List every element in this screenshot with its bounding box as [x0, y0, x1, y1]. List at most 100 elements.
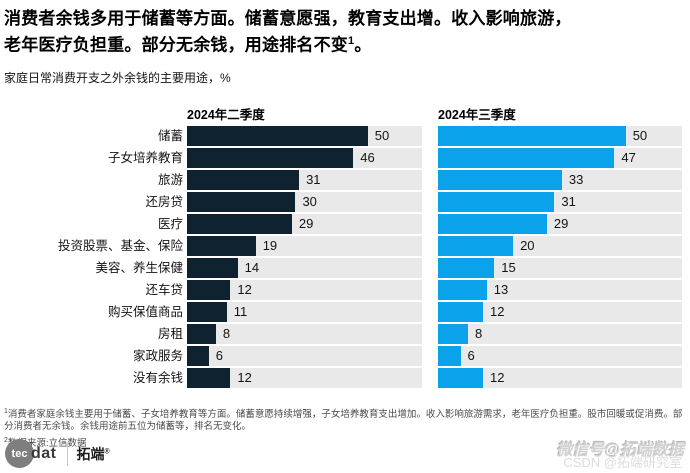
bar-q2: [187, 367, 231, 388]
footnotes: 1消费者家庭余钱主要用于储蓄、子女培养教育等方面。储蓄意愿持续增强，子女培养教育…: [4, 406, 686, 451]
category-labels-column: 储蓄 子女培养教育 旅游 还房贷 医疗 投资股票、基金、保险 美容、养生保健 还…: [4, 104, 187, 390]
registered-mark-icon: ®: [104, 447, 110, 455]
bar-row: 31: [438, 191, 682, 212]
bar-row: 6: [438, 345, 682, 366]
bar-row: 29: [438, 213, 682, 234]
category-label: 储蓄: [157, 128, 183, 143]
bar-value: 29: [553, 216, 569, 232]
footnote-2-text: 数据来源:立信数据: [7, 437, 87, 449]
bar-row: 46: [187, 147, 422, 168]
bar-q3: [438, 257, 495, 278]
title-end: 。: [354, 35, 372, 55]
bar-value: 46: [360, 150, 375, 166]
bar-q2: [187, 323, 216, 344]
bar-row: 6: [187, 345, 422, 366]
category-label: 没有余钱: [132, 370, 183, 385]
bar-value: 50: [632, 128, 648, 144]
bar-value: 6: [467, 348, 475, 364]
bar-row: 20: [438, 235, 682, 256]
bar-q3: [438, 235, 514, 256]
bar-value: 50: [374, 128, 390, 144]
bar-row: 31: [187, 169, 422, 190]
bar-value: 47: [621, 150, 636, 166]
bar-q2: [187, 257, 238, 278]
bar-value: 14: [244, 260, 260, 276]
bar-value: 31: [561, 194, 576, 210]
category-label: 医疗: [157, 216, 183, 231]
footnote-1: 1消费者家庭余钱主要用于储蓄、子女培养教育等方面。储蓄意愿持续增强，子女培养教育…: [4, 406, 686, 434]
bar-q2: [187, 213, 292, 234]
category-label: 房租: [157, 326, 183, 341]
bar-value: 20: [520, 238, 535, 254]
title-line2: 老年医疗负担重。部分无余钱，用途排名不变: [4, 35, 348, 55]
bar-value: 8: [222, 326, 231, 342]
bar-row: 12: [438, 301, 682, 322]
labels-header-spacer: [4, 104, 183, 126]
bar-q2: [187, 147, 354, 168]
brand-name-cn: 拓端®: [77, 444, 110, 464]
bar-value: 15: [501, 260, 516, 276]
title-footnote-marker: 1: [348, 35, 355, 47]
bar-q3: [438, 169, 562, 190]
series-q3-header: 2024年三季度: [438, 107, 516, 122]
footnote-2-marker: 2: [4, 436, 8, 444]
category-label: 投资股票、基金、保险: [57, 238, 183, 253]
title-line1: 消费者余钱多用于储蓄等方面。储蓄意愿强，教育支出增。收入影响旅游，: [4, 9, 572, 28]
category-label: 购买保值商品: [107, 304, 183, 319]
bar-chart: 储蓄 子女培养教育 旅游 还房贷 医疗 投资股票、基金、保险 美容、养生保健 还…: [4, 104, 686, 390]
series-q2-column: 2024年二季度 50 46 31 30 29 19 14 12 11 8 6 …: [187, 104, 422, 390]
category-label: 还房贷: [145, 194, 183, 209]
category-label: 家政服务: [132, 348, 183, 363]
bar-row: 50: [187, 125, 422, 146]
tecdat-logo: tec dat 拓端®: [5, 439, 110, 468]
bar-value: 12: [490, 370, 505, 386]
chart-subtitle: 家庭日常消费开支之外余钱的主要用途，%: [4, 70, 231, 85]
bar-row: 19: [187, 235, 422, 256]
bar-row: 12: [187, 279, 422, 300]
bar-value: 13: [493, 282, 509, 298]
bar-value: 31: [306, 172, 321, 188]
bar-value: 11: [233, 304, 248, 320]
bar-value: 30: [302, 194, 317, 210]
bar-row: 12: [438, 367, 682, 388]
logo-divider: [66, 441, 68, 466]
bar-value: 12: [237, 370, 252, 386]
footnote-1-text: 消费者家庭余钱主要用于储蓄、子女培养教育等方面。储蓄意愿持续增强，子女培养教育支…: [4, 408, 683, 433]
bar-value: 19: [262, 238, 278, 254]
bar-value: 6: [215, 348, 223, 364]
brand-name-cn-text: 拓端: [76, 445, 105, 462]
page-title: 消费者余钱多用于储蓄等方面。储蓄意愿强，教育支出增。收入影响旅游， 老年医疗负担…: [4, 8, 686, 57]
footnote-2: 2数据来源:立信数据: [4, 435, 686, 451]
category-label: 旅游: [157, 172, 183, 187]
bar-row: 8: [187, 323, 422, 344]
bar-q2: [187, 301, 227, 322]
bar-q3: [438, 367, 484, 388]
bar-row: 47: [438, 147, 682, 168]
bar-q3: [438, 345, 461, 366]
bar-row: 11: [187, 301, 422, 322]
bar-row: 33: [438, 169, 682, 190]
bar-q2: [187, 191, 296, 212]
bar-q2: [187, 169, 300, 190]
bar-q3: [438, 125, 626, 146]
bar-q3: [438, 323, 469, 344]
bar-value: 33: [568, 172, 584, 188]
bar-q3: [438, 301, 484, 322]
series-q2-header: 2024年二季度: [187, 107, 265, 122]
bar-q3: [438, 191, 555, 212]
footnote-1-marker: 1: [4, 407, 8, 415]
bar-row: 14: [187, 257, 422, 278]
bar-q2: [187, 125, 368, 146]
bar-row: 15: [438, 257, 682, 278]
bar-row: 8: [438, 323, 682, 344]
bar-row: 12: [187, 367, 422, 388]
bar-q3: [438, 213, 547, 234]
bar-value: 12: [237, 282, 252, 298]
bar-value: 12: [490, 304, 505, 320]
bar-q3: [438, 147, 615, 168]
tecdat-logo-circle: tec: [5, 439, 34, 468]
bar-q2: [187, 345, 209, 366]
category-label: 美容、养生保健: [95, 260, 183, 275]
bar-row: 13: [438, 279, 682, 300]
